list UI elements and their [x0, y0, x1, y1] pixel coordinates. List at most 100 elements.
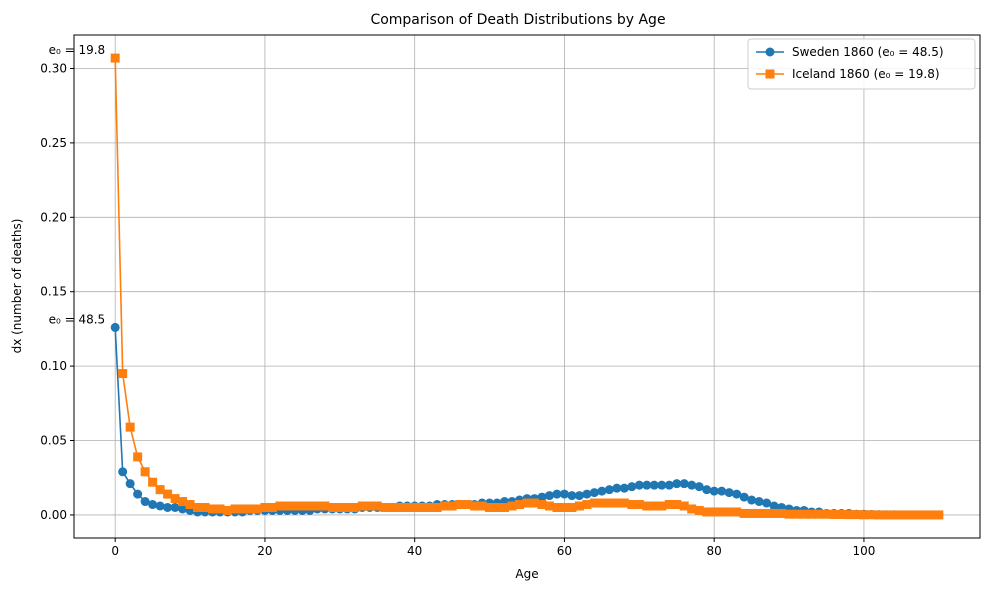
x-tick-label: 80: [707, 544, 722, 558]
data-point: [574, 491, 584, 501]
data-point: [709, 507, 719, 517]
data-point: [178, 504, 188, 514]
data-point: [529, 498, 539, 508]
data-point: [926, 510, 936, 520]
data-point: [544, 491, 554, 501]
x-tick-label: 40: [407, 544, 422, 558]
data-point: [417, 502, 427, 512]
data-point: [567, 502, 577, 512]
data-point: [357, 501, 367, 511]
legend-marker: [765, 47, 775, 57]
data-point: [567, 491, 577, 501]
x-tick-label: 100: [852, 544, 875, 558]
data-point: [275, 501, 285, 511]
data-point: [215, 504, 225, 514]
data-point: [687, 504, 697, 514]
data-point: [694, 505, 704, 515]
data-point: [604, 498, 614, 508]
chart-title: Comparison of Death Distributions by Age: [370, 12, 665, 28]
data-point: [500, 502, 510, 512]
data-point: [178, 497, 188, 507]
data-point: [814, 509, 824, 519]
data-point: [350, 502, 360, 512]
series-iceland: [110, 53, 944, 520]
data-point: [148, 500, 158, 510]
legend-label: Iceland 1860 (e₀ = 19.8): [792, 67, 940, 81]
y-tick-label: 0.15: [40, 285, 67, 299]
data-point: [597, 498, 607, 508]
data-point: [732, 507, 742, 517]
data-point: [911, 510, 921, 520]
data-point: [455, 500, 465, 510]
data-point: [679, 479, 689, 489]
data-point: [327, 502, 337, 512]
data-point: [387, 502, 397, 512]
data-point: [934, 510, 944, 520]
data-point: [762, 508, 772, 518]
data-point: [919, 510, 929, 520]
data-point: [522, 498, 532, 508]
y-tick-label: 0.10: [40, 359, 67, 373]
data-point: [559, 489, 569, 499]
data-point: [754, 508, 764, 518]
data-point: [851, 510, 861, 520]
data-point: [717, 486, 727, 496]
data-point: [769, 508, 779, 518]
plot-frame: [73, 34, 981, 539]
data-point: [395, 502, 405, 512]
data-point: [380, 502, 390, 512]
data-point: [799, 509, 809, 519]
data-point: [619, 498, 629, 508]
data-point: [627, 500, 637, 510]
data-point: [574, 501, 584, 511]
data-point: [597, 486, 607, 496]
data-point: [754, 497, 764, 507]
data-point: [822, 509, 832, 519]
data-point: [904, 510, 914, 520]
legend-box: [747, 38, 976, 90]
data-point: [110, 322, 120, 332]
data-point: [312, 501, 322, 511]
data-point: [163, 502, 173, 512]
data-point: [365, 501, 375, 511]
data-point: [657, 480, 667, 490]
data-point: [709, 486, 719, 496]
data-point: [290, 501, 300, 511]
data-point: [792, 509, 802, 519]
data-point: [462, 500, 472, 510]
data-point: [447, 501, 457, 511]
data-point: [694, 482, 704, 492]
data-point: [507, 501, 517, 511]
data-point: [260, 502, 270, 512]
y-tick-label: 0.05: [40, 434, 67, 448]
data-point: [252, 504, 262, 514]
x-tick-label: 0: [111, 544, 119, 558]
data-point: [477, 501, 487, 511]
data-point: [163, 489, 173, 499]
data-point: [537, 500, 547, 510]
data-point: [552, 489, 562, 499]
series-line: [114, 327, 939, 516]
x-axis-label: Age: [515, 567, 538, 581]
data-point: [282, 501, 292, 511]
data-point: [896, 510, 906, 520]
data-point: [889, 510, 899, 520]
data-point: [702, 507, 712, 517]
legend: Sweden 1860 (e₀ = 48.5) Iceland 1860 (e₀ …: [747, 38, 976, 90]
data-point: [440, 501, 450, 511]
data-point: [717, 507, 727, 517]
data-point: [133, 489, 143, 499]
data-point: [589, 498, 599, 508]
data-point: [844, 510, 854, 520]
data-point: [193, 502, 203, 512]
data-point: [762, 498, 772, 508]
legend-marker: [765, 69, 775, 79]
data-point: [672, 500, 682, 510]
data-point: [402, 502, 412, 512]
data-point: [739, 508, 749, 518]
data-point: [125, 422, 135, 432]
data-point: [687, 480, 697, 490]
data-point: [230, 504, 240, 514]
data-point: [335, 502, 345, 512]
